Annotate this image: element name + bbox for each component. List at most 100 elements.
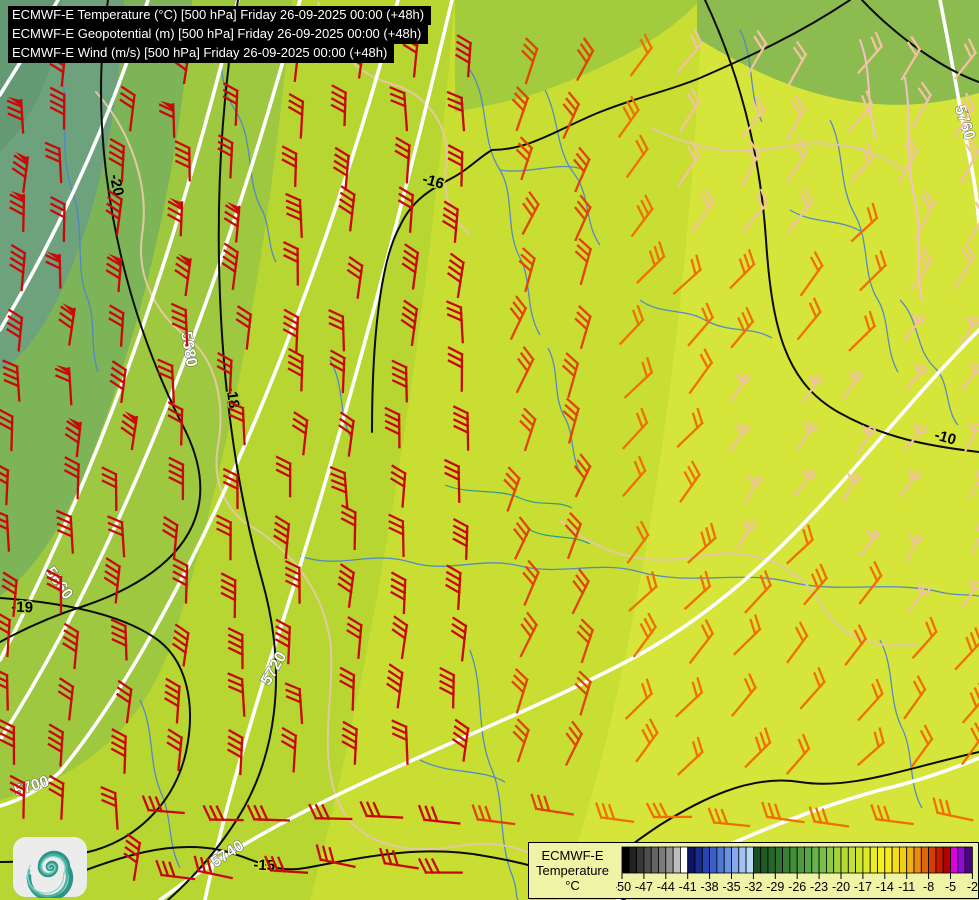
- wind-barb: [287, 347, 305, 392]
- border-line-pink: [859, 39, 877, 139]
- wind-barb: [595, 802, 635, 823]
- wind-barb: [0, 408, 14, 452]
- wind-barb: [676, 28, 703, 74]
- wind-barb: [282, 241, 300, 286]
- wind-barb: [690, 188, 715, 233]
- temperature-legend: ECMWF-E Temperature °C -50-47-44-41-38-3…: [528, 842, 979, 899]
- wind-barb: [63, 456, 81, 500]
- wind-barb: [787, 40, 808, 87]
- wind-barb: [57, 677, 75, 721]
- wind-barb: [157, 358, 176, 404]
- temp-zone-top-mid-wedge: [455, 0, 700, 112]
- wind-barb: [911, 616, 938, 660]
- wind-barb: [46, 569, 63, 614]
- legend-cell: [928, 846, 937, 874]
- legend-cell: [898, 846, 908, 874]
- legend-cell: [650, 846, 659, 874]
- legend-cell: [942, 846, 951, 874]
- wind-barb: [391, 615, 409, 660]
- wind-barb: [394, 136, 411, 184]
- legend-cell: [628, 846, 638, 874]
- wind-barb: [6, 96, 25, 134]
- wind-barb: [574, 670, 593, 716]
- wind-barb: [903, 312, 925, 342]
- river-line: [829, 119, 899, 373]
- legend-cell: [957, 846, 966, 874]
- geopotential-contour: [0, 0, 240, 662]
- wind-barb: [391, 359, 408, 403]
- wind-barb: [337, 563, 356, 608]
- wind-barb: [903, 423, 927, 452]
- wind-barb: [1, 571, 19, 617]
- wind-barb: [676, 736, 704, 776]
- wind-barb: [338, 185, 356, 232]
- wind-barb: [954, 627, 979, 671]
- wind-barb: [455, 34, 473, 78]
- wind-barb: [574, 237, 593, 286]
- wind-barb: [519, 407, 537, 452]
- wind-barb: [730, 373, 751, 403]
- wind-barb: [562, 397, 581, 444]
- wind-barb: [630, 194, 654, 238]
- wind-barb: [216, 514, 233, 561]
- wind-barb: [503, 466, 521, 512]
- legend-cell: [913, 846, 922, 874]
- wind-barb: [328, 309, 346, 352]
- wind-barb: [961, 682, 979, 724]
- wind-barb: [417, 804, 461, 825]
- wind-barb: [172, 557, 189, 604]
- wind-barb: [562, 91, 581, 140]
- provider-logo: [12, 836, 88, 900]
- wind-barb: [100, 785, 119, 830]
- wind-barb: [803, 563, 829, 606]
- wind-barb: [329, 465, 349, 510]
- legend-tick-label: -38: [701, 880, 719, 894]
- wind-barb: [58, 303, 76, 346]
- wind-barb: [623, 357, 654, 399]
- wind-barb: [622, 455, 647, 497]
- wind-barb: [217, 134, 234, 179]
- wind-barb: [574, 194, 592, 242]
- wind-barb: [452, 405, 470, 451]
- wind-barb: [635, 718, 659, 763]
- wind-barb: [220, 572, 237, 619]
- geopotential-contour: [203, 0, 454, 900]
- wind-barb: [629, 33, 654, 77]
- legend-cell: [745, 846, 754, 874]
- wind-barb: [221, 242, 240, 290]
- wind-barb: [960, 362, 979, 391]
- legend-cell: [738, 846, 747, 874]
- wind-barb: [227, 672, 246, 717]
- wind-barb: [275, 455, 292, 498]
- legend-title-line1: ECMWF-E: [541, 848, 604, 863]
- wind-barb: [105, 253, 123, 293]
- wind-barb: [332, 146, 351, 191]
- legend-colorbar: -50-47-44-41-38-35-32-29-26-23-20-17-14-…: [616, 846, 978, 894]
- wind-barb: [340, 504, 357, 550]
- wind-barb: [9, 190, 26, 232]
- wind-barb: [9, 774, 26, 819]
- wind-barb: [158, 100, 176, 138]
- wind-barb: [799, 666, 826, 710]
- wind-barb: [576, 37, 595, 82]
- wind-barb: [870, 804, 914, 826]
- wind-barb: [857, 424, 876, 455]
- wind-barb: [911, 724, 934, 768]
- legend-tick-label: -35: [722, 880, 740, 894]
- wind-barb: [447, 346, 464, 392]
- wind-barb: [11, 151, 30, 193]
- wind-barb: [227, 627, 244, 670]
- wind-barb: [103, 557, 122, 604]
- wind-barb: [847, 90, 874, 133]
- wind-barb: [741, 188, 769, 233]
- wind-barb: [911, 81, 933, 128]
- wind-barb: [858, 561, 883, 605]
- wind-barb: [6, 308, 24, 352]
- legend-tick-label: -17: [854, 880, 872, 894]
- wind-barb: [513, 516, 531, 560]
- wind-barb: [900, 35, 922, 81]
- legend-cell: [877, 846, 886, 874]
- wind-barb: [105, 189, 124, 236]
- wind-barb: [287, 92, 305, 139]
- wind-barb: [961, 579, 979, 609]
